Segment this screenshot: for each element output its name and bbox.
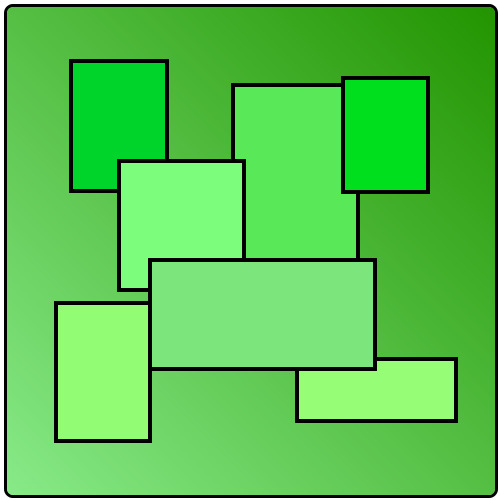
puzzle-canvas [7,7,495,495]
puzzle-block-7[interactable] [148,258,377,371]
puzzle-block-2[interactable] [231,83,360,277]
puzzle-board [4,4,498,498]
puzzle-block-4[interactable] [341,76,430,194]
puzzle-block-5[interactable] [54,301,152,443]
